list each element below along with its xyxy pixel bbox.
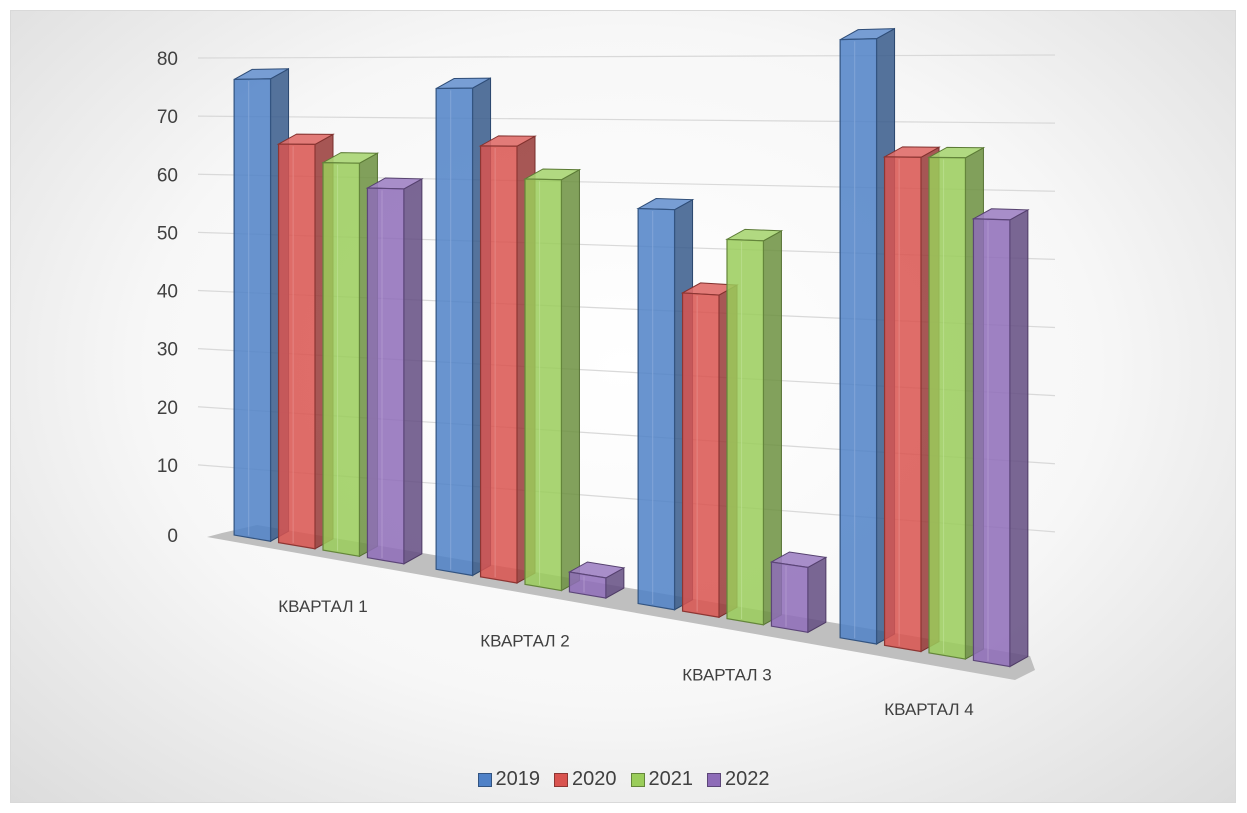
category-label: КВАРТАЛ 2 <box>480 631 569 650</box>
y-tick-label: 60 <box>157 165 178 186</box>
legend-label: 2021 <box>648 768 694 790</box>
legend-label: 2019 <box>495 768 541 790</box>
bar-2022-4 <box>971 208 1030 668</box>
legend-item-2021: 2021 <box>630 768 694 791</box>
chart-floor <box>207 525 1035 680</box>
legend-swatch <box>477 772 492 787</box>
bar-2022-1 <box>365 177 424 565</box>
legend-item-2019: 2019 <box>477 768 541 791</box>
bars-layer <box>233 27 1030 668</box>
legend-swatch <box>630 772 645 787</box>
bar-2022-3 <box>769 551 828 634</box>
y-tick-label: 20 <box>157 398 178 419</box>
gridline <box>197 54 1056 59</box>
category-label: КВАРТАЛ 4 <box>884 700 973 719</box>
legend-label: 2022 <box>725 768 770 790</box>
bar-2022-2 <box>567 561 626 599</box>
gridline <box>197 115 1056 124</box>
category-label: КВАРТАЛ 3 <box>682 666 771 685</box>
y-tick-label: 70 <box>157 107 178 128</box>
y-tick-label: 40 <box>157 282 178 303</box>
x-axis-categories: КВАРТАЛ 1 КВАРТАЛ 2 КВАРТАЛ 3 КВАРТАЛ 4 <box>278 597 973 719</box>
y-tick-label: 50 <box>157 223 178 244</box>
bar-2021-2 <box>523 168 582 592</box>
legend: 2019 2020 2021 2022 <box>0 768 1247 791</box>
legend-swatch <box>707 772 721 787</box>
y-tick-label: 10 <box>157 456 178 477</box>
legend-label: 2020 <box>572 768 617 790</box>
y-tick-label: 0 <box>167 526 178 547</box>
floor-plane <box>207 525 1035 680</box>
legend-swatch <box>554 772 568 787</box>
y-tick-label: 80 <box>157 49 178 70</box>
y-tick-label: 30 <box>157 340 178 361</box>
legend-item-2020: 2020 <box>554 768 617 791</box>
category-label: КВАРТАЛ 1 <box>278 597 367 616</box>
legend-item-2022: 2022 <box>707 768 770 791</box>
y-axis-ticks: 0 10 20 30 40 50 60 70 80 <box>157 49 178 547</box>
bar-2021-3 <box>725 228 784 626</box>
